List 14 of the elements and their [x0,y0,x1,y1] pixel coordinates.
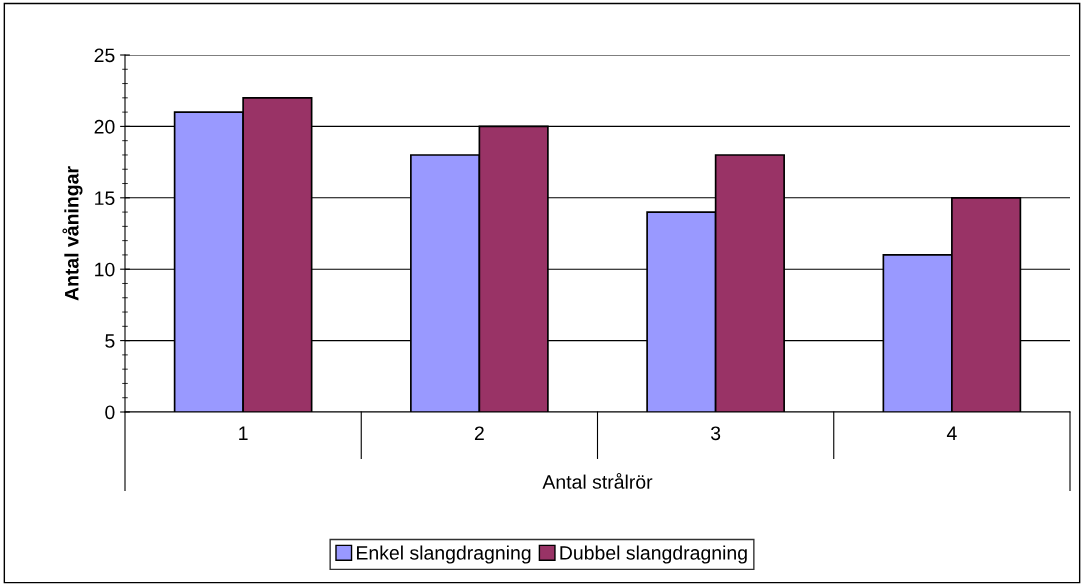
legend-label: Dubbel slangdragning [560,545,747,564]
x-tick-label: 2 [474,426,484,440]
y-tick-label: 25 [94,48,115,63]
y-tick-label: 15 [95,191,115,206]
y-axis-title: Antal våningar [62,166,83,301]
x-axis-title: Antal strålrör [542,472,653,489]
y-tick-label: 10 [95,262,115,277]
x-tick-label: 3 [710,426,721,441]
y-tick-label: 20 [94,119,115,134]
x-tick-label: 4 [946,426,957,440]
x-tick-label: 1 [239,426,248,440]
y-tick-label: 5 [105,334,115,348]
legend-label: Enkel slangdragning [357,545,531,564]
y-tick-label: 0 [105,405,115,420]
